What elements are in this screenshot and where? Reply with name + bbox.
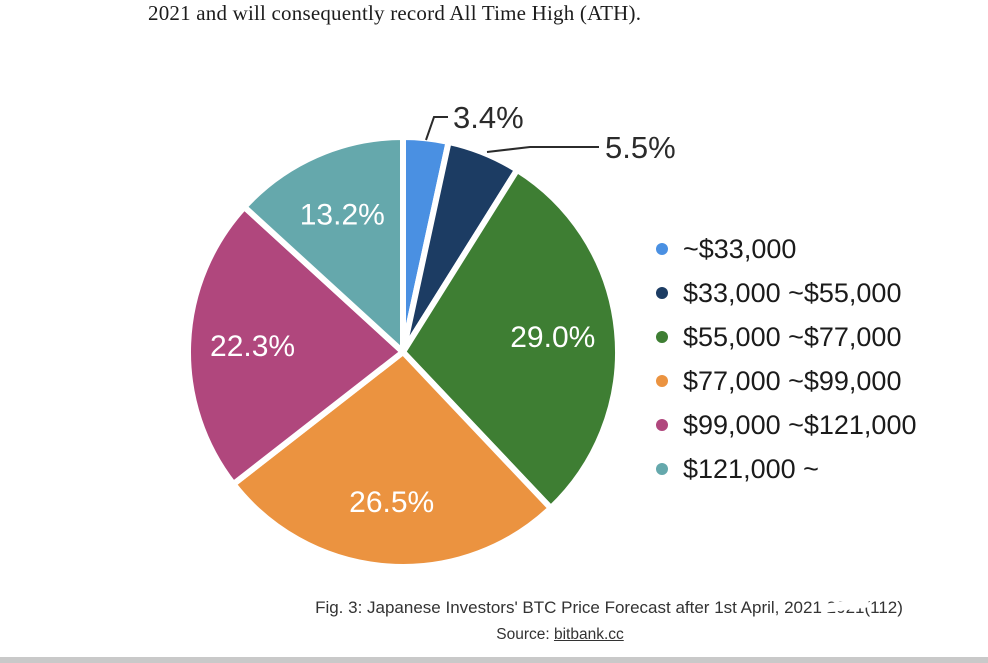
article-paragraph: 2021 and will consequently record All Ti… xyxy=(148,1,642,25)
slice-value-label-2: 29.0% xyxy=(510,321,595,354)
pie-slice-3 xyxy=(230,349,554,570)
legend-item-2: $55,000 ~$77,000 xyxy=(656,315,916,359)
legend-dot xyxy=(656,375,668,387)
pie-slice-2 xyxy=(400,166,621,512)
legend-dot xyxy=(656,243,668,255)
caption-text: Fig. 3: Japanese Investors' BTC Price Fo… xyxy=(315,598,822,617)
legend-dot xyxy=(656,463,668,475)
pie-slice-4 xyxy=(185,203,406,488)
legend-item-0: ~$33,000 xyxy=(656,227,916,271)
leader-line-1 xyxy=(486,146,599,153)
legend-item-1: $33,000 ~$55,000 xyxy=(656,271,916,315)
caption-artifact: 2021(112) xyxy=(826,598,903,617)
legend-label: $55,000 ~$77,000 xyxy=(683,321,902,352)
legend-dot xyxy=(656,287,668,299)
figure-caption: Fig. 3: Japanese Investors' BTC Price Fo… xyxy=(230,598,988,618)
slice-value-label-3: 26.5% xyxy=(349,486,434,519)
legend-label: $121,000 ~ xyxy=(683,453,819,484)
slice-value-label-4: 22.3% xyxy=(210,330,295,363)
legend-label: $33,000 ~$55,000 xyxy=(683,277,902,308)
source-prefix: Source: xyxy=(496,626,554,643)
slice-value-label-5: 13.2% xyxy=(300,198,385,231)
pie-chart: 29.0% 26.5% 22.3% 13.2% 3.4% 5.5% xyxy=(185,100,676,570)
legend-label: $99,000 ~$121,000 xyxy=(683,409,917,440)
leader-line-0 xyxy=(425,116,448,141)
source-link[interactable]: bitbank.cc xyxy=(553,626,624,643)
legend-dot xyxy=(656,331,668,343)
legend-item-3: $77,000 ~$99,000 xyxy=(656,359,916,403)
legend-label: $77,000 ~$99,000 xyxy=(683,365,902,396)
slice-value-label-0: 3.4% xyxy=(453,100,524,135)
legend-item-5: $121,000 ~ xyxy=(656,447,916,491)
page-bottom-divider xyxy=(0,657,988,663)
legend-label: ~$33,000 xyxy=(683,233,797,264)
chart-legend: ~$33,000 $33,000 ~$55,000 $55,000 ~$77,000… xyxy=(656,227,916,491)
legend-dot xyxy=(656,419,668,431)
pie-slice-5 xyxy=(241,134,406,355)
legend-item-4: $99,000 ~$121,000 xyxy=(656,403,916,447)
figure-source: Source: bitbank.cc xyxy=(150,626,970,644)
slice-value-label-1: 5.5% xyxy=(605,130,676,165)
